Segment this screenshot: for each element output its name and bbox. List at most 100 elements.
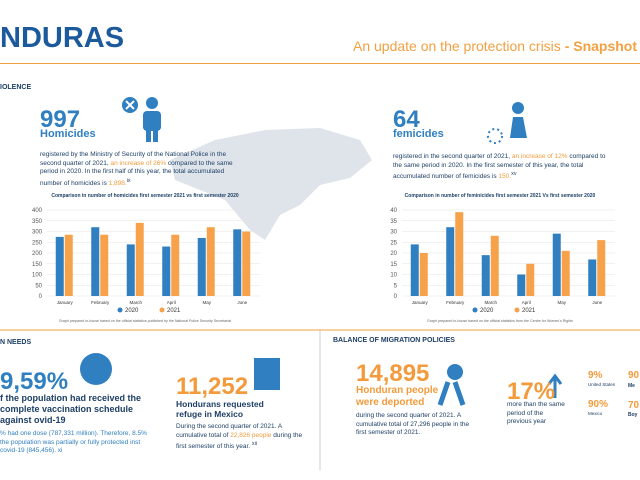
chart-source: Graph prepared in-house based on the off… [59, 319, 231, 323]
map [170, 128, 372, 240]
legend-label: 2021 [167, 308, 181, 314]
up-arrow [547, 373, 563, 398]
y-tick-label: 10 [390, 273, 397, 279]
origin-value: 9% [588, 370, 603, 381]
y-tick-label: 250 [32, 240, 43, 246]
text: During the second quarter of 2021. A cum… [176, 423, 282, 439]
woman-icon [512, 102, 524, 114]
stat-number: 997 [40, 106, 81, 133]
section-heading: BALANCE OF MIGRATION POLICIES [333, 337, 455, 344]
chart-source: Graph prepared in-house based on the off… [427, 319, 573, 323]
stat-number: 14,895 [356, 360, 430, 387]
text: compared to the same period in 2020. In … [393, 153, 606, 181]
note: ix [126, 177, 131, 184]
x-tick-label: March [484, 300, 497, 305]
subtitle-text: An update on the protection crisis [353, 38, 561, 54]
bar [446, 227, 455, 296]
y-tick-label: 200 [32, 251, 43, 257]
y-tick-label: 350 [32, 219, 43, 225]
bar [242, 231, 251, 296]
stat-number: 9,59% [0, 368, 69, 395]
document-icon [254, 358, 280, 390]
legend-swatch [472, 307, 478, 313]
bar [561, 250, 570, 296]
highlight: 22,826 people [230, 431, 272, 439]
legend-swatch [159, 307, 165, 313]
chart-title: Comparison in number of homicides first … [51, 193, 239, 199]
x-tick-label: June [237, 300, 247, 305]
origin-label: Mexico [588, 411, 603, 416]
y-tick-label: 50 [35, 283, 42, 289]
stat-label: more than the same period of the previou… [507, 401, 565, 425]
person-leg [153, 130, 158, 142]
text: registered in the second quarter of 2021… [393, 153, 512, 160]
legend-swatch [514, 307, 520, 313]
chart: Comparison in number of homicides first … [32, 193, 260, 323]
x-tick-label: January [57, 300, 74, 305]
highlight: 150. [498, 173, 512, 181]
y-tick-label: 5 [394, 283, 398, 289]
bar [100, 234, 109, 296]
title: NDURAS [0, 22, 125, 54]
y-tick-label: 40 [390, 208, 397, 214]
y-tick-label: 400 [32, 208, 43, 214]
origin-label: United States [588, 382, 616, 387]
y-tick-label: 300 [32, 230, 43, 236]
bar [126, 244, 135, 296]
stat-label: Hondurans requested refuge in Mexico [176, 399, 264, 419]
subtitle: An update on the protection crisis - Sna… [353, 38, 637, 54]
highlight: an increase of 26% [110, 159, 167, 167]
origin-value: 90% [588, 399, 609, 410]
paragraph: during the second quarter of 2021. A cum… [356, 412, 470, 436]
x-tick-label: January [412, 300, 429, 305]
subtitle-emphasis: - Snapshot [564, 38, 638, 54]
bar [481, 255, 490, 296]
virus-icon [80, 353, 112, 385]
person-leg [146, 130, 151, 142]
paragraph: During the second quarter of 2021. A cum… [176, 423, 306, 452]
person-body [143, 111, 161, 131]
bar [455, 212, 464, 296]
chart: Comparison in number of feminicides firs… [390, 193, 615, 323]
legend-label: 2020 [480, 308, 494, 314]
stat-label: f the population had received the comple… [0, 393, 142, 425]
bar [410, 244, 419, 296]
bar [419, 253, 428, 296]
bar [517, 274, 526, 296]
bar [55, 236, 64, 296]
y-tick-label: 25 [390, 240, 397, 246]
section-heading: IOLENCE [0, 84, 32, 91]
stat-label: femicides [393, 128, 444, 140]
y-tick-label: 0 [39, 294, 43, 300]
highlight: 1,898. [108, 179, 127, 187]
runner-icon [447, 364, 463, 380]
origin-label: Boy [628, 412, 638, 418]
x-tick-label: May [202, 300, 211, 305]
y-tick-label: 20 [390, 251, 397, 257]
stat-label: Honduran people were deported [356, 385, 439, 408]
bar [162, 246, 171, 296]
origin-value: 70 [628, 400, 640, 411]
text: compared to the same period in 2020. In … [40, 159, 233, 187]
text: registered by the Ministry of Security o… [40, 151, 227, 167]
person-icon [146, 97, 158, 109]
bar [64, 234, 73, 296]
runner-legs [437, 381, 466, 406]
x-tick-label: May [557, 300, 566, 305]
divider [0, 63, 640, 64]
y-tick-label: 15 [390, 262, 397, 268]
x-tick-label: April [167, 300, 176, 305]
x-tick-label: February [91, 300, 110, 305]
chart-title: Comparison in number of feminicides firs… [405, 193, 596, 199]
y-tick-label: 30 [390, 230, 397, 236]
y-tick-label: 100 [32, 273, 43, 279]
y-tick-label: 150 [32, 262, 43, 268]
y-tick-label: 35 [390, 219, 397, 225]
origin-label: Me [628, 383, 635, 389]
bar [588, 259, 597, 296]
x-tick-label: April [522, 300, 531, 305]
note: xv [511, 171, 517, 177]
stat-number: 11,252 [176, 373, 249, 400]
bar [197, 237, 206, 296]
